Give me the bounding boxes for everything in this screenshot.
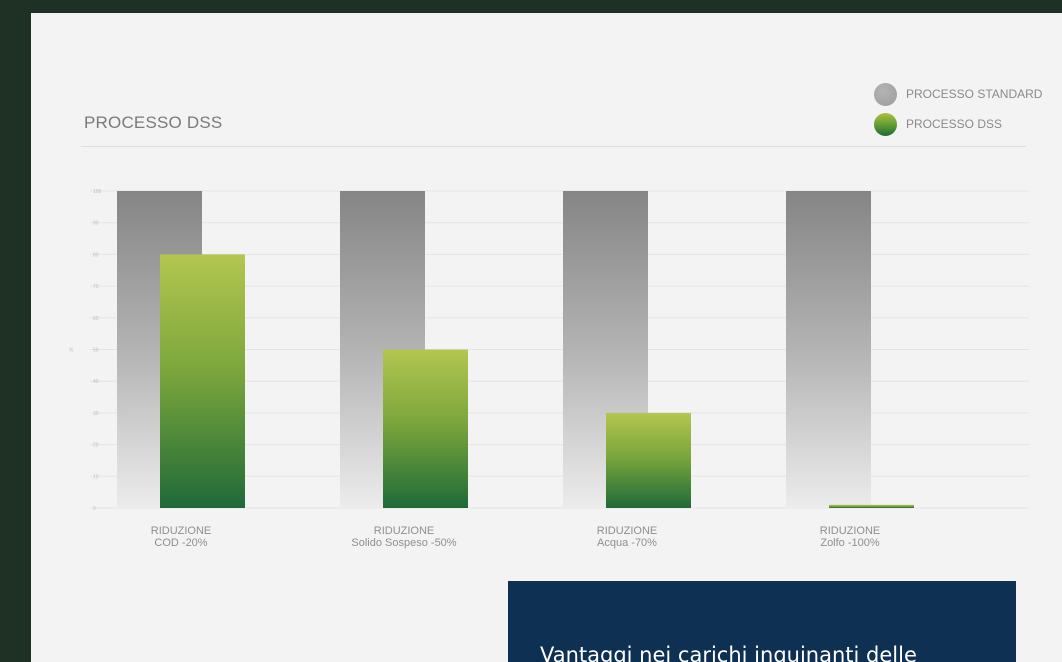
bar-dss-4: [829, 504, 914, 508]
y-tick-label-50: 50: [93, 348, 99, 354]
y-tick-label-80: 80: [93, 252, 99, 258]
y-tick-label-60: 60: [93, 316, 99, 322]
category-label-3-line-1: RIDUZIONE: [597, 525, 658, 537]
legend-dot-dss: [874, 112, 897, 136]
title-divider: [81, 146, 1026, 147]
bar-dss-1: [160, 254, 245, 508]
category-label-1-line-2: COD -20%: [154, 537, 207, 549]
bar-standard-4: [786, 191, 871, 508]
category-label-3-line-2: Acqua -70%: [597, 537, 657, 549]
info-text: Vantaggi nei carichi inquinanti delle: [540, 643, 917, 662]
legend-label-standard: PROCESSO STANDARD: [906, 87, 1043, 101]
y-tick-label-30: 30: [93, 411, 99, 417]
chart-panel: PROCESSO STANDARD PROCESSO DSS PROCESSO …: [31, 13, 1062, 662]
legend-label-dss: PROCESSO DSS: [906, 117, 1003, 131]
info-box: Vantaggi nei carichi inquinanti delle: [508, 581, 1016, 662]
category-label-4-line-2: Zolfo -100%: [820, 537, 880, 549]
legend: PROCESSO STANDARD PROCESSO DSS: [874, 81, 1042, 141]
legend-item-dss: PROCESSO DSS: [874, 111, 1042, 137]
y-axis-label: %: [69, 348, 74, 354]
bar-dss-2: [383, 349, 468, 508]
legend-dot-standard: [874, 82, 897, 106]
y-tick-label-70: 70: [93, 284, 99, 290]
y-tick-label-20: 20: [93, 443, 99, 449]
y-tick-label-100: 100: [93, 189, 102, 195]
y-tick-label-40: 40: [93, 379, 99, 385]
bar-dss-3: [606, 412, 691, 508]
y-tick-label-0: 0: [93, 506, 96, 512]
chart-title: PROCESSO DSS: [84, 113, 223, 132]
legend-item-standard: PROCESSO STANDARD: [874, 81, 1042, 107]
category-label-4-line-1: RIDUZIONE: [820, 525, 881, 537]
category-label-2-line-2: Solido Sospeso -50%: [351, 537, 456, 549]
category-label-1-line-1: RIDUZIONE: [151, 525, 212, 537]
category-label-2-line-1: RIDUZIONE: [374, 525, 435, 537]
y-tick-label-10: 10: [93, 474, 99, 480]
y-tick-label-90: 90: [93, 221, 99, 227]
